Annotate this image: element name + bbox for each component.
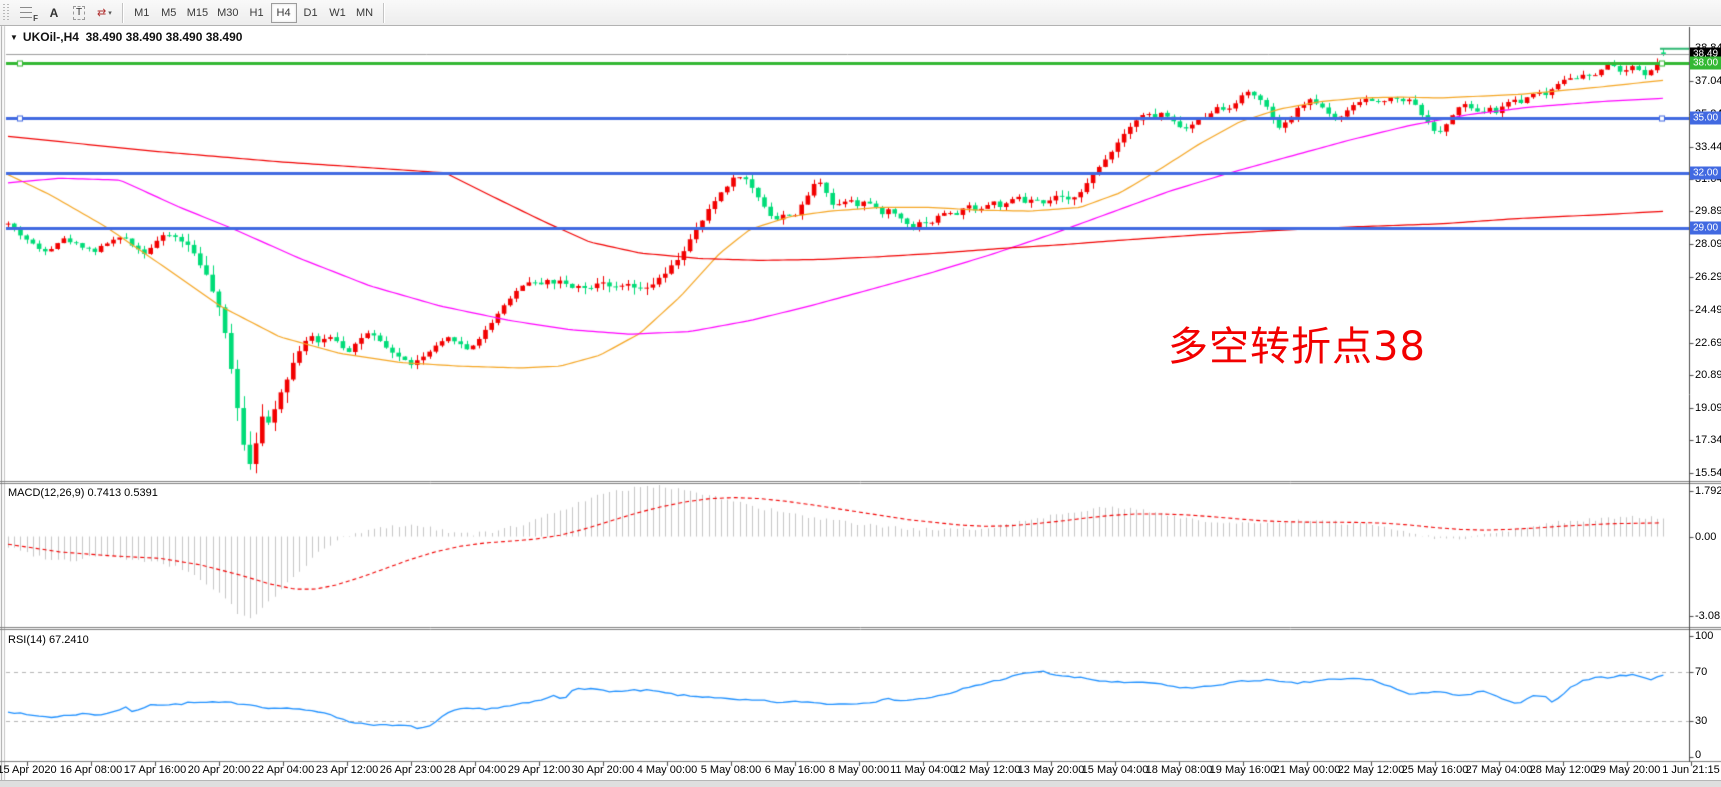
date-label: 29 May 20:00 [1593, 764, 1661, 776]
date-label: 13 May 20:00 [1017, 764, 1085, 776]
date-label: 16 Apr 08:00 [59, 764, 123, 776]
timeframe-button-w1[interactable]: W1 [325, 3, 351, 23]
date-label: 30 Apr 20:00 [571, 764, 635, 776]
chart-ohlc-values: 38.490 38.490 38.490 38.490 [85, 30, 243, 44]
fibonacci-icon: F [20, 6, 38, 23]
date-label: 17 Apr 16:00 [123, 764, 187, 776]
horizontal-scrollbar[interactable] [0, 780, 1721, 787]
date-label: 5 May 08:00 [700, 764, 762, 776]
date-label: 29 Apr 12:00 [507, 764, 571, 776]
date-label: 4 May 00:00 [636, 764, 698, 776]
date-label: 6 May 16:00 [764, 764, 826, 776]
macd-tick-label: -3.081 [1695, 609, 1721, 622]
timeframe-group: M1 M5 M15 M30 H1 H4 D1 W1 MN [129, 2, 378, 23]
price-tick-label: 17.34 [1695, 434, 1721, 447]
date-label: 19 May 16:00 [1209, 764, 1277, 776]
macd-tick-label: 0.00 [1695, 530, 1717, 543]
date-label: 15 Apr 2020 [0, 764, 57, 776]
price-tick-label: 24.49 [1695, 303, 1721, 316]
rsi-indicator-label: RSI(14) 67.2410 [8, 634, 89, 646]
fibonacci-tool-button[interactable]: F [15, 2, 41, 23]
price-tick-label: 33.44 [1695, 140, 1721, 153]
chevron-down-icon: ▾ [108, 9, 112, 17]
chart-symbol-period: UKOil-,H4 [22, 30, 79, 44]
timeframe-button-m15[interactable]: M15 [183, 3, 212, 23]
price-level-badge: 35.00 [1690, 111, 1721, 125]
arrows-tool-button[interactable]: ⇄ ▾ [92, 2, 117, 23]
date-label: 11 May 04:00 [890, 764, 956, 776]
text-label-icon: T [72, 5, 86, 20]
timeframe-button-m5[interactable]: M5 [156, 3, 182, 23]
text-label-tool-button[interactable]: T [67, 2, 91, 23]
date-label: 28 Apr 04:00 [443, 764, 507, 776]
timeframe-button-m1[interactable]: M1 [129, 3, 155, 23]
price-tick-label: 28.09 [1695, 238, 1721, 251]
timeframe-button-h4[interactable]: H4 [270, 2, 297, 23]
date-label: 12 May 12:00 [953, 764, 1021, 776]
price-tick-label: 19.09 [1695, 402, 1721, 415]
date-label: 15 May 04:00 [1081, 764, 1149, 776]
rsi-tick-label: 0 [1695, 749, 1702, 761]
chart-title: ▼ UKOil-,H4 38.490 38.490 38.490 38.490 [10, 30, 242, 44]
date-label: 20 Apr 20:00 [187, 764, 251, 776]
date-label: 28 May 12:00 [1529, 764, 1597, 776]
price-level-badge: 38.00 [1690, 56, 1721, 70]
timeframe-button-h1[interactable]: H1 [244, 3, 270, 23]
date-label: 22 May 12:00 [1337, 764, 1405, 776]
date-label: 18 May 08:00 [1145, 764, 1213, 776]
timeframe-button-mn[interactable]: MN [352, 3, 378, 23]
price-tick-label: 15.54 [1695, 467, 1721, 480]
rsi-tick-label: 100 [1695, 629, 1714, 642]
timeframe-button-d1[interactable]: D1 [298, 3, 324, 23]
text-icon: A [49, 5, 59, 20]
price-tick-label: 22.69 [1695, 336, 1721, 349]
toolbar: F A T ⇄ ▾ M1 M5 M15 M30 H1 H4 D1 W1 MN [0, 0, 1721, 26]
chart-dropdown-icon[interactable]: ▼ [10, 33, 18, 42]
date-label: 27 May 04:00 [1465, 764, 1533, 776]
toolbar-separator [121, 2, 124, 23]
rsi-tick-label: 30 [1695, 714, 1708, 727]
toolbar-separator [382, 2, 385, 23]
chart-annotation-text[interactable]: 多空转折点38 [1168, 324, 1426, 370]
date-label: 8 May 00:00 [828, 764, 890, 776]
rsi-tick-label: 70 [1695, 666, 1708, 679]
text-tool-button[interactable]: A [42, 2, 66, 23]
timeframe-button-m30[interactable]: M30 [213, 3, 242, 23]
arrows-icon: ⇄ [97, 7, 106, 19]
price-tick-label: 20.89 [1695, 369, 1721, 382]
date-label: 22 Apr 04:00 [251, 764, 315, 776]
macd-tick-label: 1.7925 [1695, 484, 1721, 497]
price-level-badge: 29.00 [1690, 221, 1721, 235]
date-label: 23 Apr 12:00 [315, 764, 379, 776]
price-tick-label: 37.04 [1695, 74, 1721, 87]
price-level-badge: 32.00 [1690, 166, 1721, 180]
date-label: 26 Apr 23:00 [379, 764, 443, 776]
date-label: 1 Jun 21:15 [1662, 764, 1720, 776]
date-label: 25 May 16:00 [1401, 764, 1469, 776]
date-label: 21 May 00:00 [1273, 764, 1341, 776]
price-tick-label: 29.89 [1695, 205, 1721, 218]
macd-indicator-label: MACD(12,26,9) 0.7413 0.5391 [8, 487, 158, 499]
price-tick-label: 26.29 [1695, 270, 1721, 283]
toolbar-grip[interactable] [3, 3, 10, 22]
